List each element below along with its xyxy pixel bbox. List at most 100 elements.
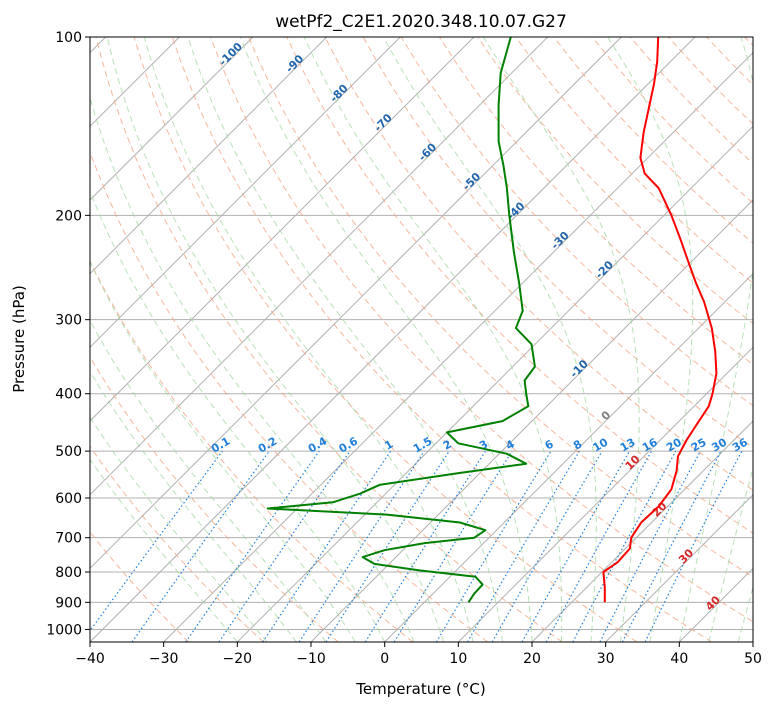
mixing-ratio-label: 0.6 [337,434,361,455]
isotherm-label: 10 [623,452,643,472]
isotherm-line [531,420,753,642]
mixing-ratio-label: 25 [689,436,709,455]
moist-adiabat [106,37,445,642]
dry-adiabat [210,37,753,623]
x-tick-label: 50 [744,651,762,667]
mixing-ratio-label: 2 [441,438,454,453]
isotherm-label: 20 [650,499,670,519]
dry-adiabat [171,37,712,642]
y-axis-title: Pressure (hPa) [10,285,28,393]
mixing-ratio-label: 30 [709,435,729,454]
isotherm-label: -90 [283,52,306,75]
mixing-ratio-line [218,450,351,642]
mixing-ratio-label: 6 [543,437,556,452]
moist-adiabat [143,37,474,642]
moist-adiabat [90,189,386,642]
isotherm-label: -100 [216,40,245,69]
mixing-ratio-line [185,450,320,642]
mixing-ratio-line [364,450,486,642]
isotherm-line [457,346,753,642]
x-tick-label: −30 [149,651,179,667]
moist-adiabat [90,370,297,642]
y-tick-label: 100 [55,30,82,46]
background-grid: 0.1 0.2 0.4 0.6 1 1.5 2 3 4 6 8 10 13 16 20 25 30 36-100-… [90,37,753,642]
mixing-ratio-line [572,450,677,642]
mixing-ratio-line [325,450,450,642]
chart-title: wetPf2_C2E1.2020.348.10.07.G27 [275,12,567,32]
y-tick-label: 400 [55,387,82,403]
y-tick-label: 800 [55,565,82,581]
moist-adiabat [90,96,415,642]
y-tick-label: 1000 [46,622,82,638]
y-tick-label: 200 [55,208,82,224]
isotherm-line [236,125,753,642]
isotherm-line [678,567,753,642]
x-tick-label: 40 [670,651,688,667]
isotherm-line [90,37,549,496]
y-tick-label: 500 [55,444,82,460]
dry-adiabat [90,531,190,642]
y-tick-label: 300 [55,313,82,329]
isotherm-line [90,37,328,275]
isotherm-label: -30 [549,229,572,252]
moist-adiabat [737,585,753,642]
mixing-ratio-line [545,450,653,642]
dry-adiabat [90,259,414,642]
x-axis-title: Temperature (°C) [355,680,485,698]
temperature-line [602,37,718,603]
x-tick-label: 30 [597,651,615,667]
dry-adiabat [515,37,753,284]
isotherm-line [384,272,753,642]
moist-adiabat [383,37,597,642]
mixing-ratio-label: 1.5 [411,435,434,456]
isotherm-line [90,37,254,201]
isotherm-line [90,37,475,422]
moist-adiabat [607,37,694,642]
x-tick-label: −40 [75,651,105,667]
dry-adiabat [90,150,488,642]
dry-adiabat [286,37,753,534]
mixing-ratio-line [521,450,631,642]
dry-adiabat [248,37,753,578]
mixing-ratio-line [644,450,743,642]
isotherm-label: 40 [703,593,723,613]
plot-frame [89,36,754,643]
mixing-ratio-label: 0.1 [209,435,232,456]
axes: −40 −30 −20 −10 0 10 20 30 40 5010020030040050060… [46,30,762,667]
mixing-ratio-line [466,450,580,642]
isotherm-line [90,37,696,642]
moist-adiabat [90,319,327,642]
dry-adiabat [90,445,264,642]
x-tick-label: −10 [296,651,326,667]
dry-adiabat [744,37,753,47]
dry-adiabat [133,37,638,642]
moist-adiabat [482,37,640,642]
dry-adiabat [706,37,753,86]
mixing-ratio-label: 0.4 [306,434,330,455]
isotherm-label: -20 [593,258,616,281]
moist-adiabat [90,260,356,642]
isotherm-label: -60 [416,140,439,163]
isotherm-label: -10 [568,357,591,380]
y-tick-label: 600 [55,491,82,507]
isotherm-label: -50 [460,170,483,193]
dewpoint-line [266,37,536,603]
x-tick-label: 0 [380,651,389,667]
moist-adiabat [187,37,503,642]
mixing-ratio-line [599,450,702,642]
mixing-ratio-line [393,450,513,642]
isotherm-label: -70 [372,111,395,134]
dry-adiabat [553,37,753,244]
mixing-ratio-line [131,450,270,642]
moist-adiabat [239,37,533,642]
dry-adiabat [90,356,339,642]
isotherm-label: -80 [327,82,350,105]
isotherm-line [90,37,622,570]
x-tick-label: −20 [223,651,253,667]
isotherm-line [752,641,753,642]
isotherm-line [163,51,753,642]
mixing-ratio-label: 16 [640,435,660,454]
moist-adiabat [90,416,268,642]
isotherm-label: 30 [676,546,696,566]
